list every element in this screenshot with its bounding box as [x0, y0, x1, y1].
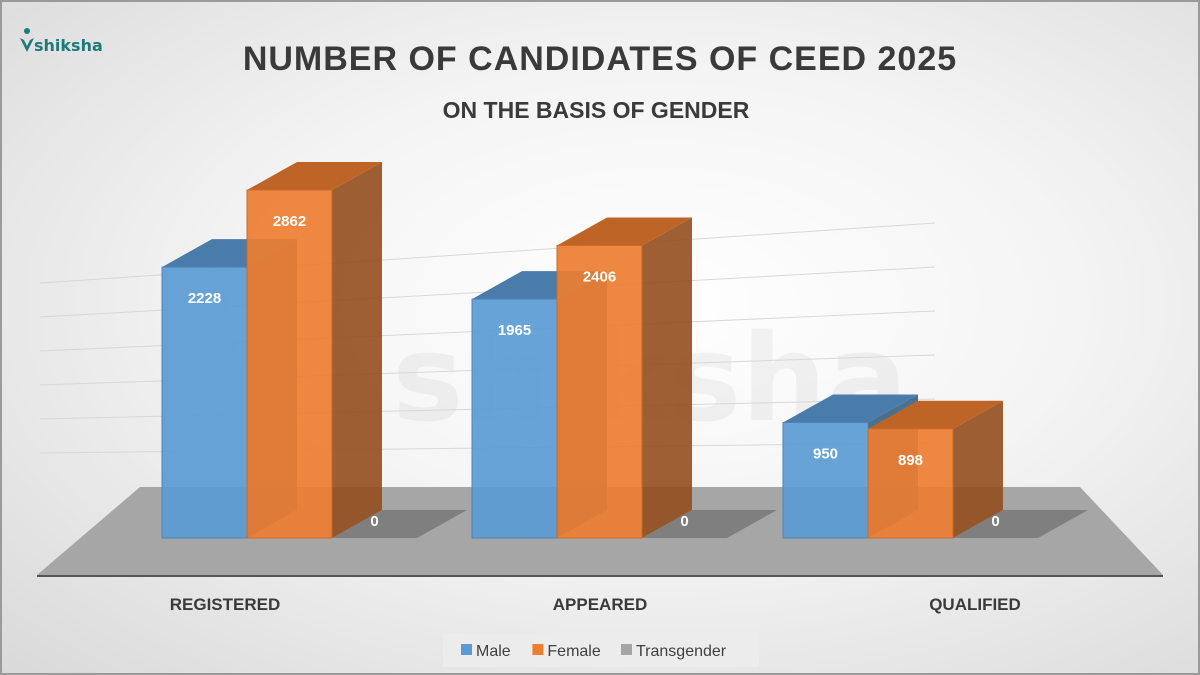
bar-front — [471, 298, 558, 539]
bar-top — [557, 217, 692, 246]
logo-text: shiksha — [34, 36, 103, 55]
legend-item-male: Male — [461, 643, 511, 660]
data-label: 0 — [991, 513, 999, 530]
bar-top — [247, 162, 382, 190]
chart-subtitle: ON THE BASIS OF GENDER — [443, 97, 750, 123]
bars: 2228 2862 0 1965 2406 0 950 898 0 — [161, 162, 1088, 539]
shiksha-logo: shiksha — [20, 28, 103, 55]
legend-label: Male — [476, 643, 511, 660]
legend: Male Female Transgender — [443, 633, 759, 667]
legend-item-female: Female — [532, 643, 601, 660]
bar-front — [867, 428, 954, 539]
legend-swatch — [461, 644, 472, 655]
chart-title: NUMBER OF CANDIDATES OF CEED 2025 — [243, 40, 957, 78]
data-label: 898 — [898, 452, 923, 469]
bar-side — [953, 400, 1003, 538]
x-tick-label: REGISTERED — [170, 595, 281, 614]
bar-transgender-registered: 0 — [332, 510, 467, 538]
bar-front — [161, 266, 248, 539]
x-axis-labels: REGISTERED APPEARED QUALIFIED — [170, 595, 1021, 614]
legend-item-transgender: Transgender — [621, 643, 727, 660]
bar-flat — [953, 510, 1088, 538]
data-label: 1965 — [498, 322, 531, 339]
bar-female-qualified: 898 — [867, 400, 1003, 539]
bar-side — [332, 162, 382, 538]
legend-swatch — [532, 644, 544, 655]
bar-female-appeared: 2406 — [556, 217, 692, 539]
bar-side — [642, 217, 692, 539]
x-tick-label: QUALIFIED — [929, 595, 1021, 614]
legend-label: Female — [547, 643, 600, 660]
data-label: 0 — [370, 513, 378, 530]
data-label: 2228 — [188, 290, 221, 307]
bar-top — [783, 394, 918, 423]
bar-transgender-qualified: 0 — [953, 510, 1088, 538]
x-tick-label: APPEARED — [553, 595, 647, 614]
legend-swatch — [621, 644, 632, 655]
bar-front — [782, 421, 869, 539]
data-label: 2862 — [273, 213, 306, 230]
bar-transgender-appeared: 0 — [642, 510, 777, 538]
bar-flat — [642, 510, 777, 538]
bar-flat — [332, 510, 467, 538]
data-label: 2406 — [583, 268, 616, 285]
data-label: 950 — [813, 445, 838, 462]
bar-front — [556, 244, 643, 539]
data-label: 0 — [680, 513, 688, 530]
legend-label: Transgender — [636, 643, 727, 660]
bar-front — [246, 189, 333, 539]
bar-female-registered: 2862 — [246, 162, 382, 539]
bar-top — [868, 400, 1003, 429]
